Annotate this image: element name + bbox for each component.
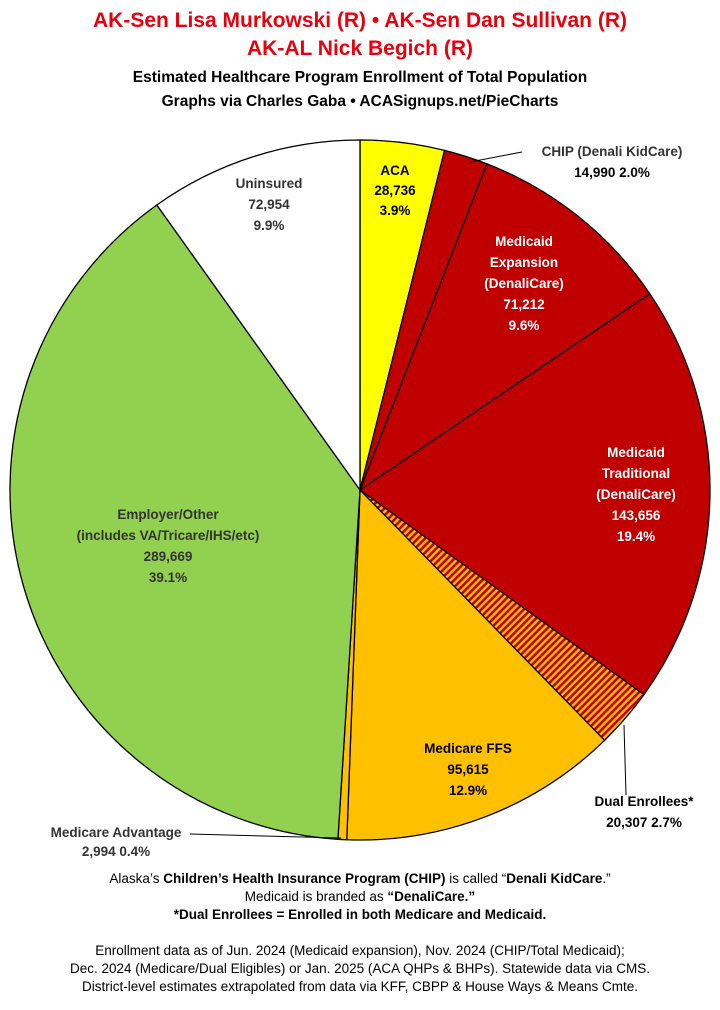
slice-label-dual-enrollees: Dual Enrollees* 20,307 2.7% [594,794,694,830]
slice-label-line: Uninsured [236,176,303,191]
pie-slice-medicare-ffs [346,488,606,841]
slice-label-medicare-advantage: Medicare Advantage 2,994 0.4% [51,825,182,859]
slice-label-line: 28,736 [374,183,416,198]
source-line-1: Enrollment data as of Jun. 2024 (Medicai… [95,943,625,958]
slice-label-line: Medicare Advantage [51,825,182,840]
footnote-text: = Enrolled in [272,907,362,922]
leader-line-dual-enrollees [623,724,627,796]
footnote-text: Medicaid is branded as [244,889,388,904]
pie-chart: ACA 28,736 3.9% CHIP (Denali KidCare) 14,990… [9,139,711,859]
slice-label-line: 3.9% [380,203,411,218]
title-line-2: AK-AL Nick Begich (R) [247,37,473,60]
slice-label-line: 20,307 2.7% [606,815,682,830]
slice-label-chip-denali-kidcare: CHIP (Denali KidCare) 14,990 2.0% [542,144,683,180]
footnote-bold: Children’s Health Insurance Program (CHI… [163,871,446,886]
source-block: Enrollment data as of Jun. 2024 (Medicai… [0,942,720,996]
slice-label-medicaid-expansion-denalicare: Medicaid Expansion (DenaliCare) 71,212 9.6% [484,234,564,333]
slice-label-line: Employer/Other [117,507,219,522]
slice-label-line: 39.1% [149,570,187,585]
slice-label-line: Medicaid [607,445,665,460]
slice-label-line: 2,994 0.4% [82,844,150,859]
slice-label-line: Medicaid [495,234,553,249]
slice-label-line: 12.9% [449,783,487,798]
pie-slice-medicaid-traditional-denalicare [358,292,711,696]
slice-label-line: (DenaliCare) [484,276,564,291]
footnote-block: Alaska’s Children’s Health Insurance Pro… [0,870,720,924]
slice-label-line: 95,615 [447,762,489,777]
slice-label-medicare-ffs: Medicare FFS 95,615 12.9% [424,741,512,798]
pie-slice-employer-other-includes-va-tricare-ihs-etc [9,204,361,840]
footnote-medicaid: Medicaid is branded as “DenaliCare.” [0,888,720,906]
slice-label-line: Dual Enrollees* [594,794,694,809]
leader-line-chip [469,151,523,163]
source-line-2: Dec. 2024 (Medicare/Dual Eligibles) or J… [70,961,650,976]
footnote-text: Alaska’s [109,871,164,886]
slice-label-line: 71,212 [503,297,544,312]
footnote-bold: and Medicaid. [456,907,547,922]
footnote-bold: *Dual Enrollees [173,907,273,922]
pie-slice-medicaid-expansion-denalicare [358,162,651,492]
pie-slice-uninsured [155,139,361,493]
slice-label-line: Traditional [602,466,670,481]
subtitle-line-2: Graphs via Charles Gaba • ACASignups.net… [161,93,559,110]
slice-label-line: 289,669 [144,549,193,564]
footnote-text: is called “ [445,871,507,886]
slice-label-line: Expansion [490,255,558,270]
slice-label-line: CHIP (Denali KidCare) [542,144,683,159]
slice-label-uninsured: Uninsured 72,954 9.9% [236,176,303,233]
slice-label-line: 143,656 [612,508,661,523]
footnote-dual: *Dual Enrollees = Enrolled in both Medic… [0,906,720,924]
slice-label-line: (DenaliCare) [596,487,676,502]
footnote-bold: “DenaliCare.” [387,889,476,904]
footnote-text: Medicare [390,907,457,922]
slice-label-line: 9.9% [254,218,285,233]
slice-label-line: 9.6% [509,318,540,333]
slice-label-employer-other-includes-va-tricare-ihs-etc: Employer/Other (includes VA/Tricare/IHS/e… [77,507,260,585]
slice-label-line: 72,954 [248,197,290,212]
slice-label-line: 14,990 2.0% [574,165,650,180]
slice-label-aca: ACA 28,736 3.9% [374,163,416,218]
footnote-text: .” [602,871,611,886]
slice-label-line: 19.4% [617,529,655,544]
slice-label-line: Medicare FFS [424,741,512,756]
footnote-chip: Alaska’s Children’s Health Insurance Pro… [0,870,720,888]
slice-label-medicaid-traditional-denalicare: Medicaid Traditional (DenaliCare) 143,656 19… [596,445,676,544]
footnote-bold: both [361,907,391,922]
leader-line-medicare-advantage [189,833,342,839]
source-line-3: District-level estimates extrapolated fr… [82,979,638,994]
slice-label-line: ACA [380,163,409,178]
title-line-1: AK-Sen Lisa Murkowski (R) • AK-Sen Dan S… [93,9,627,32]
footnote-bold: Denali KidCare [506,871,603,886]
slice-label-line: (includes VA/Tricare/IHS/etc) [77,528,260,543]
subtitle-line-1: Estimated Healthcare Program Enrollment … [132,69,588,86]
